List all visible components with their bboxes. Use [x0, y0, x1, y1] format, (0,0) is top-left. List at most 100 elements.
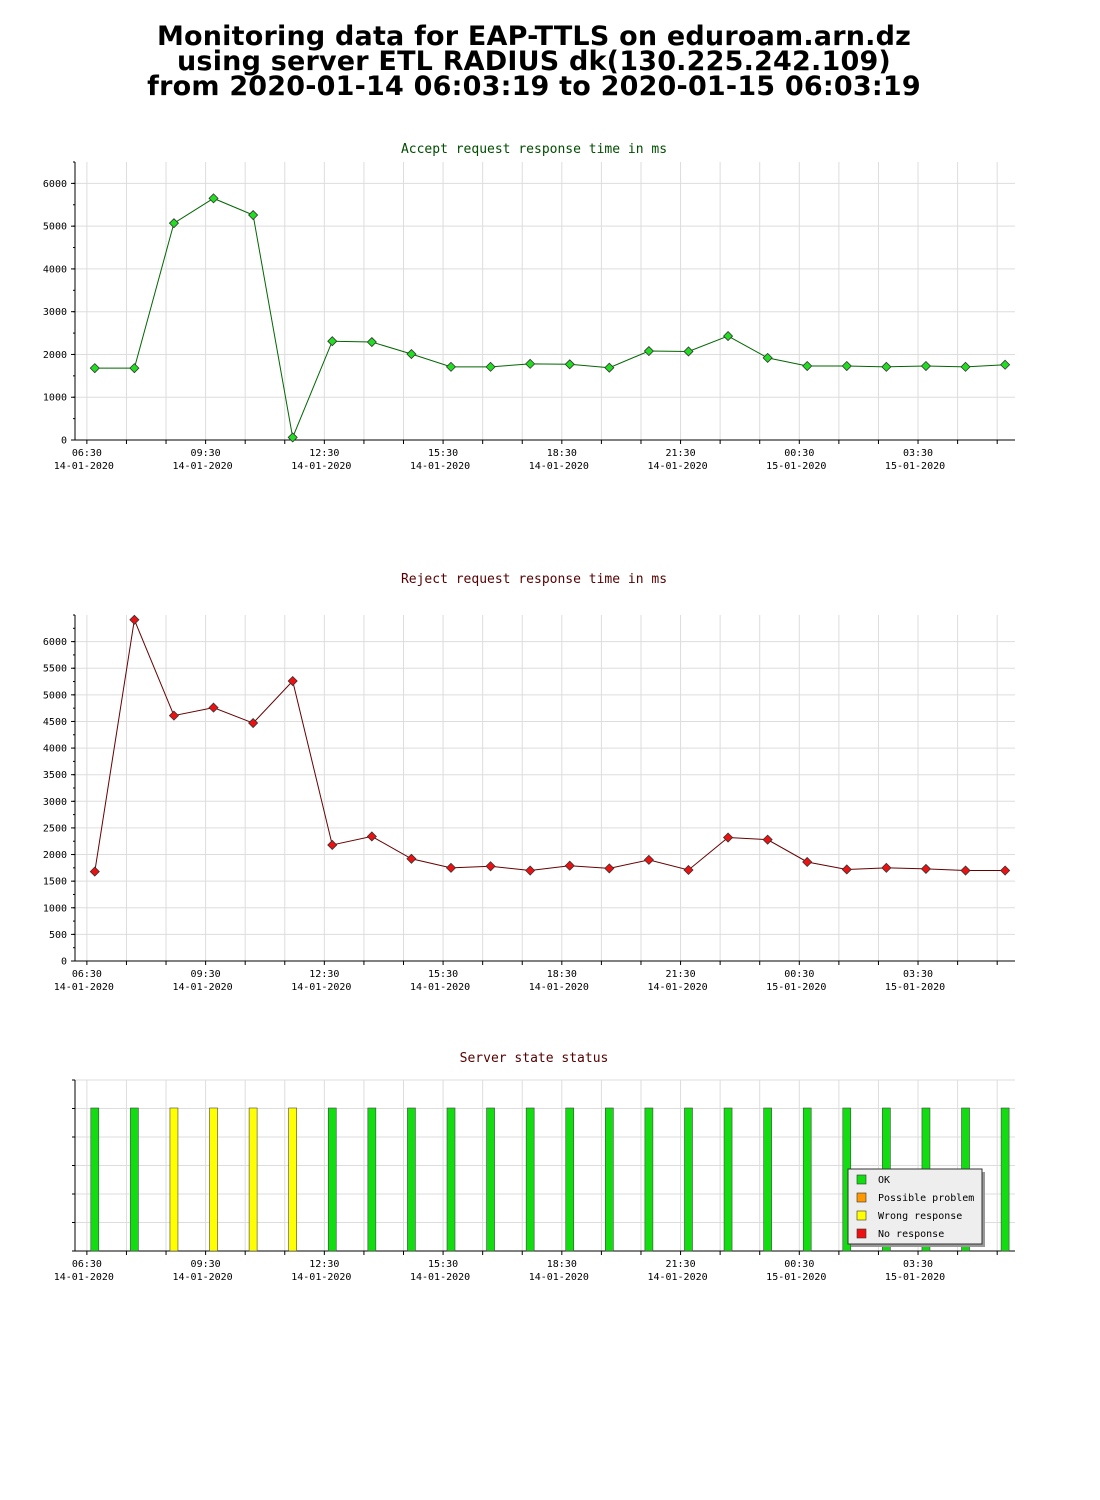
data-point [841, 360, 852, 372]
status-bar [525, 1107, 535, 1252]
status-bar [723, 1107, 733, 1252]
x-tick-time-label: 21:30 [666, 448, 696, 459]
status-bar [446, 1107, 456, 1252]
data-point [881, 862, 892, 873]
x-tick-time-label: 15:30 [428, 448, 458, 459]
data-point [89, 363, 100, 374]
x-tick-date-label: 14-01-2020 [54, 1272, 114, 1283]
y-tick-label: 2000 [43, 350, 67, 361]
data-point [604, 362, 615, 373]
x-tick-time-label: 03:30 [903, 1259, 933, 1270]
y-tick-label: 6000 [43, 179, 67, 190]
y-tick-label: 1000 [43, 393, 67, 404]
x-tick-time-label: 18:30 [547, 969, 577, 980]
y-tick-label: 2000 [43, 850, 67, 861]
status-bar [763, 1107, 772, 1252]
legend-label: Possible problem [878, 1193, 974, 1204]
y-tick-label: 3000 [43, 797, 67, 808]
x-tick-date-label: 14-01-2020 [647, 461, 707, 472]
x-tick-date-label: 15-01-2020 [885, 1272, 945, 1283]
x-tick-time-label: 06:30 [72, 448, 102, 459]
data-point [287, 432, 298, 443]
x-tick-date-label: 15-01-2020 [885, 982, 945, 993]
data-point [129, 614, 140, 625]
y-tick-label: 4000 [43, 744, 67, 755]
x-tick-date-label: 14-01-2020 [173, 461, 233, 472]
status-bar [248, 1107, 258, 1252]
series-line [94, 617, 1006, 872]
x-tick-date-label: 14-01-2020 [291, 1272, 351, 1283]
data-point [762, 834, 773, 845]
data-point [683, 864, 694, 876]
x-tick-date-label: 14-01-2020 [410, 461, 470, 472]
x-tick-date-label: 14-01-2020 [410, 1272, 470, 1283]
x-tick-time-label: 15:30 [428, 1259, 458, 1270]
x-tick-time-label: 09:30 [191, 1259, 221, 1270]
x-tick-time-label: 15:30 [428, 969, 458, 980]
legend-label: Wrong response [878, 1211, 962, 1222]
x-tick-time-label: 21:30 [666, 969, 696, 980]
y-tick-label: 1000 [43, 903, 67, 914]
x-tick-time-label: 21:30 [666, 1259, 696, 1270]
reject-response-time-chart: Reject request response time in ms 0 500 10… [43, 572, 1015, 993]
x-tick-date-label: 14-01-2020 [410, 982, 470, 993]
status-bar [802, 1107, 812, 1252]
data-point [643, 854, 654, 865]
data-point [248, 717, 259, 729]
report-title-line-2: using server ETL RADIUS dk(130.225.242.1… [177, 46, 891, 77]
y-tick-label: 3500 [43, 770, 67, 781]
data-point [485, 861, 496, 872]
report-title-line-3: from 2020-01-14 06:03:19 to 2020-01-15 0… [147, 71, 921, 102]
y-tick-label: 4500 [43, 717, 67, 728]
x-tick-date-label: 14-01-2020 [529, 982, 589, 993]
data-point [366, 831, 377, 842]
y-tick-label: 500 [49, 930, 67, 941]
x-tick-date-label: 14-01-2020 [291, 461, 351, 472]
data-point [406, 853, 417, 864]
data-point [920, 863, 932, 874]
data-point [881, 361, 892, 372]
x-tick-time-label: 00:30 [784, 1259, 814, 1270]
status-bar [130, 1107, 139, 1252]
x-tick-time-label: 12:30 [309, 448, 339, 459]
data-point [960, 865, 971, 876]
report-title: Monitoring data for EAP-TTLS on eduroam.… [0, 21, 1068, 102]
status-bar [486, 1107, 495, 1252]
legend-swatch [856, 1210, 867, 1221]
data-point [287, 675, 298, 687]
legend-swatch [856, 1228, 867, 1239]
x-tick-time-label: 06:30 [72, 969, 102, 980]
data-point [841, 864, 852, 875]
data-point [445, 361, 457, 372]
y-tick-label: 5500 [43, 664, 67, 675]
y-tick-label: 2500 [43, 823, 67, 834]
x-tick-date-label: 15-01-2020 [766, 461, 826, 472]
data-point [802, 360, 813, 372]
x-tick-date-label: 14-01-2020 [173, 1272, 233, 1283]
y-tick-label: 1500 [43, 877, 67, 888]
data-point [168, 710, 180, 721]
status-bar [90, 1107, 100, 1252]
y-tick-label: 5000 [43, 690, 67, 701]
data-point [327, 336, 338, 347]
report-title-line-1: Monitoring data for EAP-TTLS on eduroam.… [156, 21, 912, 52]
data-point [208, 193, 219, 204]
status-bar [565, 1107, 575, 1252]
y-tick-label: 4000 [43, 264, 67, 275]
x-tick-time-label: 12:30 [309, 1259, 339, 1270]
x-tick-time-label: 09:30 [191, 969, 221, 980]
data-point [722, 832, 734, 843]
chart-title: Reject request response time in ms [401, 572, 667, 587]
data-point [327, 839, 338, 851]
x-tick-date-label: 14-01-2020 [173, 982, 233, 993]
x-tick-time-label: 18:30 [547, 1259, 577, 1270]
data-point [89, 866, 100, 877]
data-point [564, 860, 575, 871]
status-bar [684, 1107, 693, 1252]
data-point [604, 863, 615, 874]
x-tick-time-label: 00:30 [784, 969, 814, 980]
data-point [762, 352, 773, 363]
chart-title: Server state status [460, 1051, 609, 1066]
data-point [445, 862, 457, 873]
status-bar [288, 1107, 297, 1252]
